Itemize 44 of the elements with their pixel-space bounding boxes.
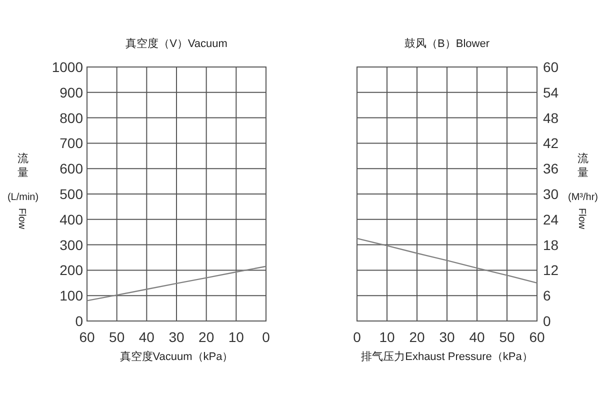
- y2-tick-label: 54: [543, 84, 559, 100]
- x-axis-title: 排气压力Exhaust Pressure（kPa）: [361, 350, 533, 363]
- line-series: [356, 238, 538, 284]
- x-tick-label: 30: [439, 329, 455, 345]
- x-tick-label: 20: [198, 329, 214, 345]
- line-series: [86, 266, 267, 302]
- y-tick-label: 600: [60, 160, 84, 177]
- y2-tick-label: 18: [543, 236, 559, 253]
- y-tick-label: 100: [60, 288, 84, 304]
- y2-tick-label: 6: [543, 288, 551, 304]
- y-tick-label: 900: [60, 84, 84, 100]
- x-axis-title: 真空度Vacuum（kPa）: [120, 350, 234, 363]
- x-tick-label: 40: [469, 329, 485, 345]
- x-tick-label: 30: [168, 329, 184, 345]
- y2-tick-label: 0: [543, 313, 551, 329]
- y-tick-label: 800: [60, 110, 84, 126]
- y-tick-label: 500: [60, 186, 84, 202]
- y2-tick-label: 12: [543, 262, 559, 278]
- x-tick-label: 50: [109, 329, 125, 345]
- y2-tick-label: 60: [543, 59, 559, 75]
- y2-tick-label: 30: [543, 186, 559, 202]
- x-tick-label: 40: [138, 329, 155, 345]
- y-tick-label: 200: [60, 262, 84, 278]
- x-tick-label: 60: [79, 329, 95, 345]
- y2-tick-label: 48: [543, 110, 559, 126]
- x-tick-label: 10: [228, 329, 244, 345]
- chart-title: 真空度（V）Vacuum: [126, 37, 228, 50]
- chart-title: 鼓风（B）Blower: [404, 37, 490, 50]
- y-tick-label: 700: [60, 135, 84, 152]
- x-tick-label: 0: [353, 329, 362, 345]
- x-tick-label: 0: [262, 329, 270, 345]
- y-tick-label: 1000: [52, 59, 84, 75]
- y2-tick-label: 42: [543, 135, 559, 152]
- y-axis-title: 流量 (L/min) Flow: [7, 152, 39, 230]
- y-tick-label: 0: [75, 313, 84, 329]
- x-tick-label: 60: [529, 329, 545, 345]
- y2-tick-label: 36: [543, 160, 559, 177]
- x-tick-label: 20: [409, 329, 425, 345]
- y-tick-label: 400: [60, 211, 84, 228]
- y-tick-label: 300: [60, 236, 84, 253]
- x-tick-label: 10: [379, 329, 395, 345]
- x-tick-label: 50: [499, 329, 515, 345]
- y2-tick-label: 24: [543, 211, 559, 228]
- y2-axis-title: 流量 (M³/hr) Flow: [568, 152, 598, 230]
